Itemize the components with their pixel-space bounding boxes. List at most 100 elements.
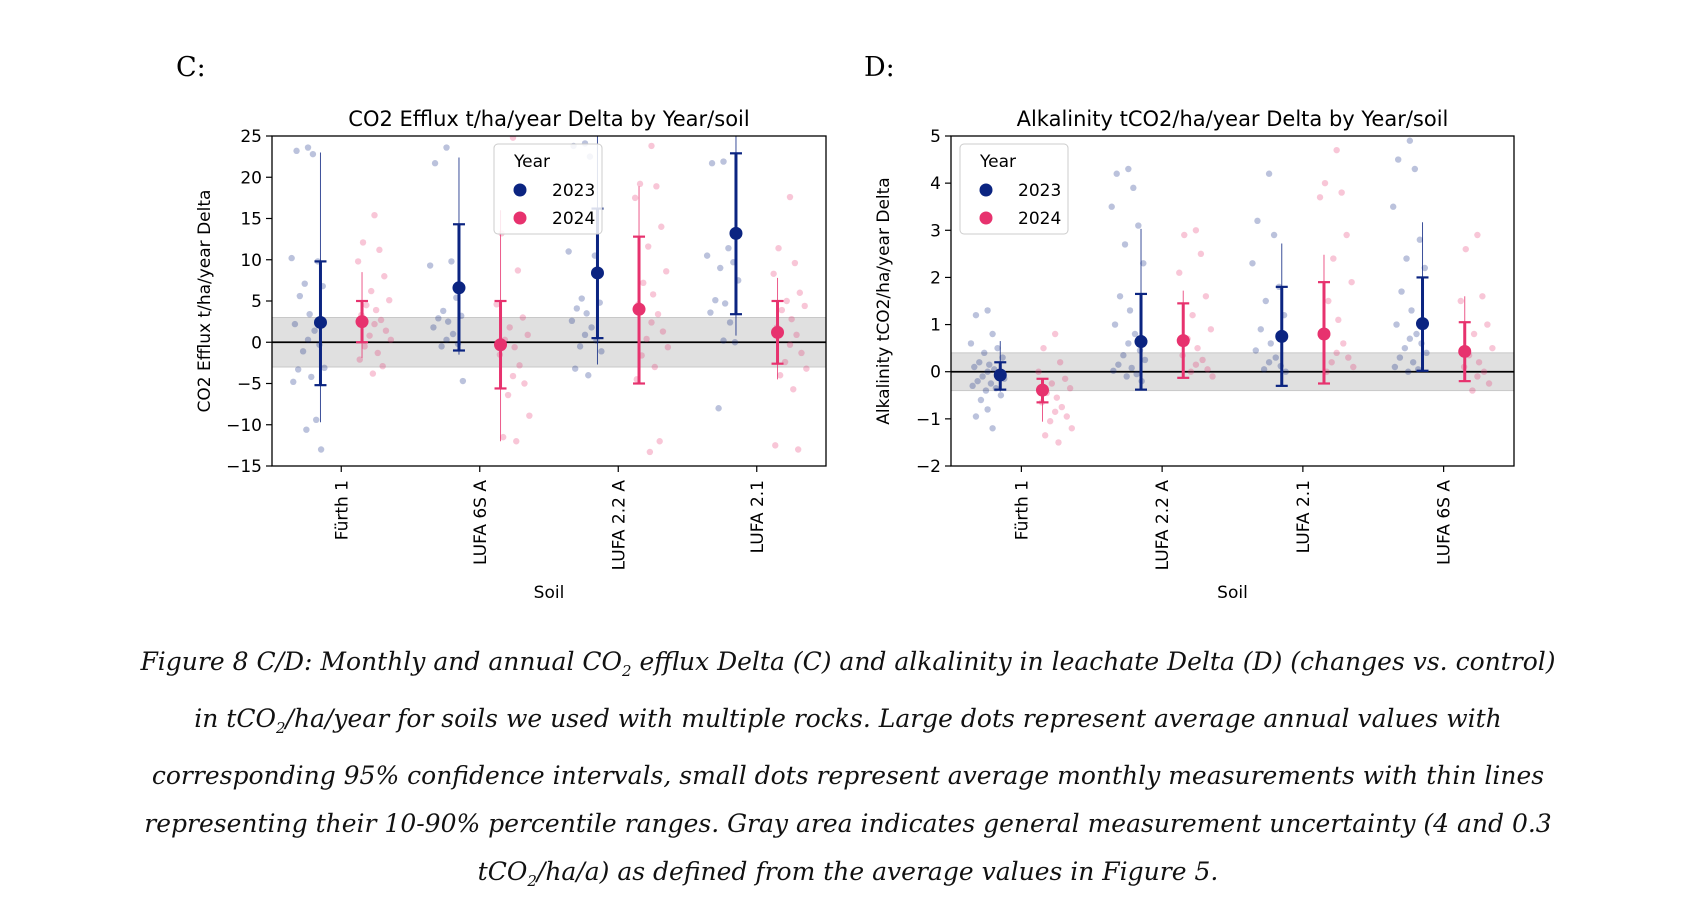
monthly-point-2023 — [296, 292, 304, 300]
monthly-point-2023 — [969, 382, 976, 390]
monthly-point-2024 — [1480, 368, 1488, 375]
monthly-point-2023 — [568, 317, 576, 324]
monthly-point-2024 — [1063, 413, 1070, 420]
y-tick-label: 2 — [930, 268, 941, 288]
monthly-point-2023 — [581, 331, 589, 339]
monthly-point-2023 — [443, 336, 450, 343]
monthly-point-2024 — [1046, 418, 1054, 425]
monthly-point-2023 — [1423, 349, 1430, 357]
mean-point-2024 — [355, 315, 369, 329]
monthly-point-2024 — [387, 336, 395, 343]
monthly-point-2023 — [989, 330, 996, 338]
monthly-point-2024 — [1066, 385, 1074, 392]
monthly-point-2023 — [578, 295, 585, 302]
mean-point-2024 — [771, 325, 785, 339]
monthly-point-2024 — [381, 273, 388, 280]
legend-marker-2024 — [979, 211, 993, 225]
monthly-point-2023 — [979, 373, 986, 380]
monthly-point-2023 — [1408, 307, 1415, 314]
monthly-point-2023 — [1123, 373, 1130, 380]
monthly-point-2023 — [299, 348, 307, 355]
monthly-point-2024 — [645, 243, 652, 250]
monthly-point-2024 — [506, 324, 513, 331]
monthly-point-2023 — [435, 315, 442, 322]
monthly-point-2023 — [1135, 222, 1142, 229]
monthly-point-2024 — [1485, 380, 1493, 387]
monthly-point-2024 — [798, 349, 805, 357]
monthly-point-2023 — [444, 318, 452, 325]
monthly-point-2023 — [974, 377, 981, 385]
monthly-point-2024 — [509, 372, 517, 380]
x-tick-label: LUFA 2.2 A — [1153, 480, 1173, 571]
legend-marker-2023 — [513, 183, 527, 197]
monthly-point-2024 — [653, 183, 660, 190]
monthly-point-2023 — [288, 254, 295, 262]
mean-point-2023 — [1275, 329, 1289, 343]
monthly-point-2024 — [786, 193, 794, 201]
monthly-point-2024 — [1333, 349, 1340, 357]
monthly-point-2023 — [291, 320, 299, 328]
monthly-point-2023 — [1254, 217, 1261, 225]
monthly-point-2023 — [721, 300, 729, 307]
monthly-point-2024 — [354, 258, 362, 265]
caption-subscript-2: 2 — [275, 719, 286, 737]
monthly-point-2024 — [1056, 359, 1064, 366]
monthly-point-2023 — [971, 363, 978, 371]
monthly-point-2023 — [443, 144, 450, 151]
monthly-point-2023 — [588, 324, 595, 331]
monthly-point-2023 — [430, 324, 437, 331]
monthly-point-2023 — [1409, 359, 1417, 366]
x-tick-label: Fürth 1 — [332, 480, 352, 540]
monthly-point-2023 — [1140, 260, 1147, 267]
monthly-point-2023 — [1121, 241, 1129, 248]
monthly-point-2024 — [1199, 356, 1206, 364]
monthly-point-2024 — [656, 438, 663, 445]
monthly-point-2023 — [317, 446, 325, 453]
x-tick-label: LUFA 6S A — [471, 480, 491, 565]
chart-panel-d: D: Alkalinity tCO2/ha/year Delta by Year/… — [864, 52, 1515, 603]
monthly-point-2023 — [449, 330, 457, 338]
monthly-point-2024 — [1474, 373, 1481, 380]
monthly-point-2024 — [770, 270, 777, 277]
x-tick-label: Fürth 1 — [1012, 480, 1032, 540]
figure-8-charts: C: CO2 Efflux t/ha/year Delta by Year/soi… — [176, 52, 1515, 603]
monthly-point-2023 — [1125, 165, 1132, 173]
legend-label-2023: 2023 — [552, 181, 595, 201]
monthly-point-2024 — [521, 380, 528, 387]
monthly-point-2024 — [1053, 394, 1061, 401]
monthly-point-2024 — [1475, 359, 1483, 366]
mean-point-2024 — [494, 338, 508, 352]
monthly-point-2024 — [1202, 293, 1210, 300]
monthly-point-2024 — [1040, 344, 1047, 352]
monthly-point-2023 — [986, 361, 993, 368]
mean-point-2023 — [452, 281, 466, 295]
caption-text-2: efflux Delta (C) and alkalinity in leach… — [194, 647, 1556, 733]
monthly-point-2024 — [1470, 330, 1478, 338]
monthly-point-2024 — [1181, 231, 1188, 239]
monthly-point-2024 — [659, 328, 667, 335]
monthly-point-2023 — [1260, 366, 1268, 373]
monthly-point-2023 — [1395, 156, 1402, 163]
monthly-point-2024 — [516, 362, 523, 369]
y-tick-label: 5 — [930, 127, 941, 147]
monthly-point-2024 — [514, 267, 522, 274]
legend-label-2024: 2024 — [1018, 209, 1061, 229]
monthly-point-2023 — [1396, 354, 1404, 361]
monthly-point-2023 — [583, 310, 590, 317]
monthly-point-2023 — [321, 364, 328, 372]
monthly-point-2024 — [1350, 363, 1357, 371]
caption-text-1: Figure 8 C/D: Monthly and annual CO — [140, 647, 623, 676]
monthly-point-2023 — [1115, 361, 1122, 368]
monthly-point-2023 — [1393, 321, 1400, 328]
monthly-point-2024 — [1055, 439, 1062, 446]
y-tick-label: 4 — [930, 174, 941, 194]
monthly-point-2023 — [309, 150, 317, 158]
monthly-point-2023 — [981, 349, 988, 357]
monthly-point-2023 — [1108, 203, 1115, 210]
monthly-point-2024 — [636, 180, 644, 188]
monthly-point-2024 — [1187, 368, 1195, 375]
monthly-point-2023 — [306, 311, 313, 318]
legend-marker-2023 — [979, 183, 993, 197]
plot-area — [272, 136, 826, 456]
